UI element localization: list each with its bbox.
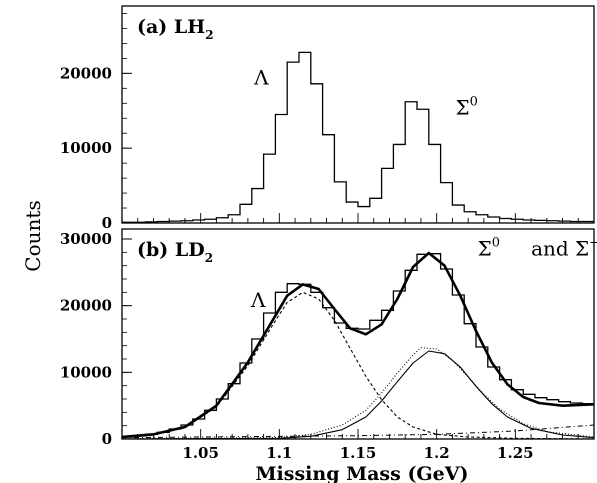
panel-b: 0 10000 20000 30000 1.05 1.1 1.15 1.2 1.25 Missin… [60, 228, 597, 483]
panel-label-text: (b) LD [137, 239, 205, 261]
fit-curve-background [121, 424, 595, 439]
y-tick-label: 20000 [60, 297, 112, 315]
peak-annotation-superscript: 0 [492, 236, 500, 251]
x-tick-label: 1.25 [497, 444, 534, 462]
y-axis-label: Counts [21, 200, 45, 271]
peak-annotation: Λ [253, 66, 269, 90]
peak-annotation-text: Σ [456, 96, 470, 120]
y-tick-label: 0 [102, 214, 112, 232]
panel-label-subscript: 2 [205, 251, 213, 265]
peak-annotation-text: and Σ [531, 237, 589, 261]
x-tick-label: 1.05 [182, 444, 219, 462]
peak-annotation-superscript: 0 [470, 95, 478, 110]
peak-annotation: Σ0 [478, 236, 500, 261]
panel-label-text: (a) LH [137, 16, 205, 38]
x-tick-label: 1.15 [340, 444, 377, 462]
fit-curve-total [121, 251, 595, 439]
peak-annotation-text: Σ [478, 237, 492, 261]
panel-label-subscript: 2 [205, 28, 213, 42]
panel-label: (b) LD2 [137, 239, 213, 265]
y-tick-label: 0 [102, 430, 112, 448]
x-axis-label: Missing Mass (GeV) [256, 463, 469, 483]
y-tick-label: 30000 [60, 230, 112, 248]
peak-annotation: Λ [250, 288, 266, 312]
x-tick-label: 1.1 [266, 444, 292, 462]
histogram-series [121, 51, 594, 223]
y-tick-label: 10000 [60, 363, 112, 381]
plot-frame [121, 5, 595, 224]
x-tick-label: 1.2 [424, 444, 450, 462]
peak-annotation-text: Λ [253, 66, 269, 90]
y-tick-label: 20000 [60, 64, 112, 82]
fit-curve-sigma0 [121, 350, 595, 440]
histogram-series [121, 253, 594, 439]
fit-curve-lambda [121, 291, 595, 440]
fit-curve-sigma-minus [121, 347, 595, 440]
peak-annotation-superscript: − [589, 236, 597, 251]
panel-label: (a) LH2 [137, 16, 214, 42]
peak-annotation: Σ0 [456, 95, 478, 120]
peak-annotation: and Σ− [531, 236, 597, 261]
y-tick-label: 10000 [60, 139, 112, 157]
peak-annotation-text: Λ [250, 288, 266, 312]
